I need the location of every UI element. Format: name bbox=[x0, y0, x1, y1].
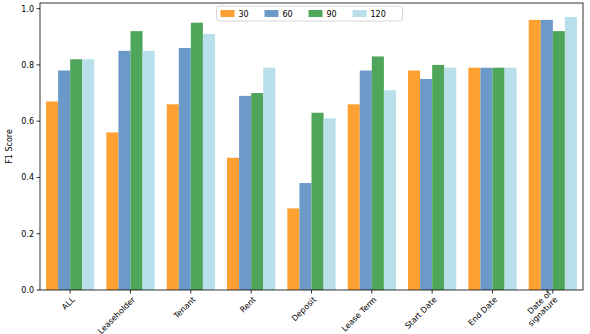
y-tick-label: 1.0 bbox=[21, 5, 34, 14]
x-tick-label-line: ALL bbox=[60, 295, 77, 312]
x-tick-label-line: Leaseholder bbox=[96, 295, 137, 334]
x-tick-label: Start Date bbox=[403, 295, 439, 331]
bar bbox=[360, 71, 372, 290]
bar bbox=[299, 183, 311, 290]
x-tick bbox=[190, 290, 191, 294]
bar bbox=[46, 101, 58, 290]
legend-label: 30 bbox=[239, 10, 249, 19]
x-tick-label: Tenant bbox=[171, 295, 197, 321]
bar bbox=[70, 59, 82, 290]
bar bbox=[541, 20, 553, 290]
y-tick bbox=[37, 64, 41, 65]
legend bbox=[217, 6, 403, 21]
x-tick bbox=[552, 290, 553, 294]
bar bbox=[58, 71, 70, 290]
legend-label: 90 bbox=[327, 10, 337, 19]
bar bbox=[348, 104, 360, 290]
frame bbox=[40, 3, 583, 290]
bar bbox=[251, 93, 263, 290]
x-tick bbox=[492, 290, 493, 294]
bar bbox=[179, 48, 191, 290]
y-tick-label: 0.6 bbox=[21, 117, 34, 126]
bar bbox=[553, 31, 565, 290]
bar bbox=[444, 68, 456, 290]
bar bbox=[203, 34, 215, 290]
bars bbox=[46, 17, 577, 290]
x-tick bbox=[251, 290, 252, 294]
x-tick bbox=[311, 290, 312, 294]
x-tick-label-line: Deposit bbox=[290, 295, 318, 323]
bar bbox=[565, 17, 577, 290]
bar bbox=[118, 51, 130, 290]
x-tick bbox=[432, 290, 433, 294]
bar bbox=[106, 132, 118, 290]
bar bbox=[384, 90, 396, 290]
bar bbox=[312, 113, 324, 290]
y-tick-label: 0.0 bbox=[21, 286, 34, 295]
bar bbox=[227, 158, 239, 290]
x-tick-label: ALL bbox=[60, 295, 77, 312]
x-tick-label-line: signature bbox=[526, 295, 559, 328]
bar bbox=[191, 23, 203, 290]
legend-swatch bbox=[353, 10, 367, 17]
y-tick-label: 0.8 bbox=[21, 61, 34, 70]
x-tick-label: Date ofsignature bbox=[520, 289, 560, 329]
x-tick-label: Lease Term bbox=[340, 295, 378, 333]
x-tick-label-line: Rent bbox=[238, 295, 257, 314]
bar bbox=[324, 118, 336, 290]
bar bbox=[167, 104, 179, 290]
bar bbox=[239, 96, 251, 290]
bar bbox=[420, 79, 432, 290]
x-tick-label-line: Lease Term bbox=[340, 295, 378, 333]
y-tick-label: 0.4 bbox=[21, 173, 34, 182]
x-tick-label: Rent bbox=[238, 295, 257, 314]
bar bbox=[505, 68, 517, 290]
bar bbox=[82, 59, 94, 290]
bar bbox=[432, 65, 444, 290]
y-tick bbox=[37, 290, 41, 291]
x-tick-label: End Date bbox=[467, 295, 499, 327]
bar bbox=[468, 68, 480, 290]
bar bbox=[529, 20, 541, 290]
bar bbox=[131, 31, 143, 290]
bar bbox=[372, 56, 384, 290]
legend-swatch bbox=[221, 10, 235, 17]
legend-label: 60 bbox=[283, 10, 293, 19]
y-tick bbox=[37, 233, 41, 234]
x-tick-label-line: Tenant bbox=[171, 295, 197, 321]
bar bbox=[287, 208, 299, 290]
legend-swatch bbox=[265, 10, 279, 17]
x-tick-label-line: End Date bbox=[467, 295, 499, 327]
bar bbox=[408, 71, 420, 290]
x-tick-label: Deposit bbox=[290, 295, 318, 323]
x-tick bbox=[70, 290, 71, 294]
y-tick bbox=[37, 121, 41, 122]
y-tick-label: 0.2 bbox=[21, 230, 34, 239]
chart: 0.0 0.2 0.4 0.6 0.8 1.0 F1 Score ALL Leaseholder… bbox=[0, 0, 590, 334]
y-tick bbox=[37, 177, 41, 178]
bar bbox=[493, 68, 505, 290]
x-tick bbox=[130, 290, 131, 294]
bar bbox=[263, 68, 275, 290]
y-axis-label: F1 Score bbox=[5, 129, 14, 164]
legend-swatch bbox=[309, 10, 323, 17]
bar bbox=[480, 68, 492, 290]
x-tick-label-line: Start Date bbox=[403, 295, 439, 331]
legend-label: 120 bbox=[371, 10, 386, 19]
x-tick-label: Leaseholder bbox=[96, 295, 137, 334]
bar bbox=[143, 51, 155, 290]
x-tick bbox=[371, 290, 372, 294]
y-tick bbox=[37, 8, 41, 9]
